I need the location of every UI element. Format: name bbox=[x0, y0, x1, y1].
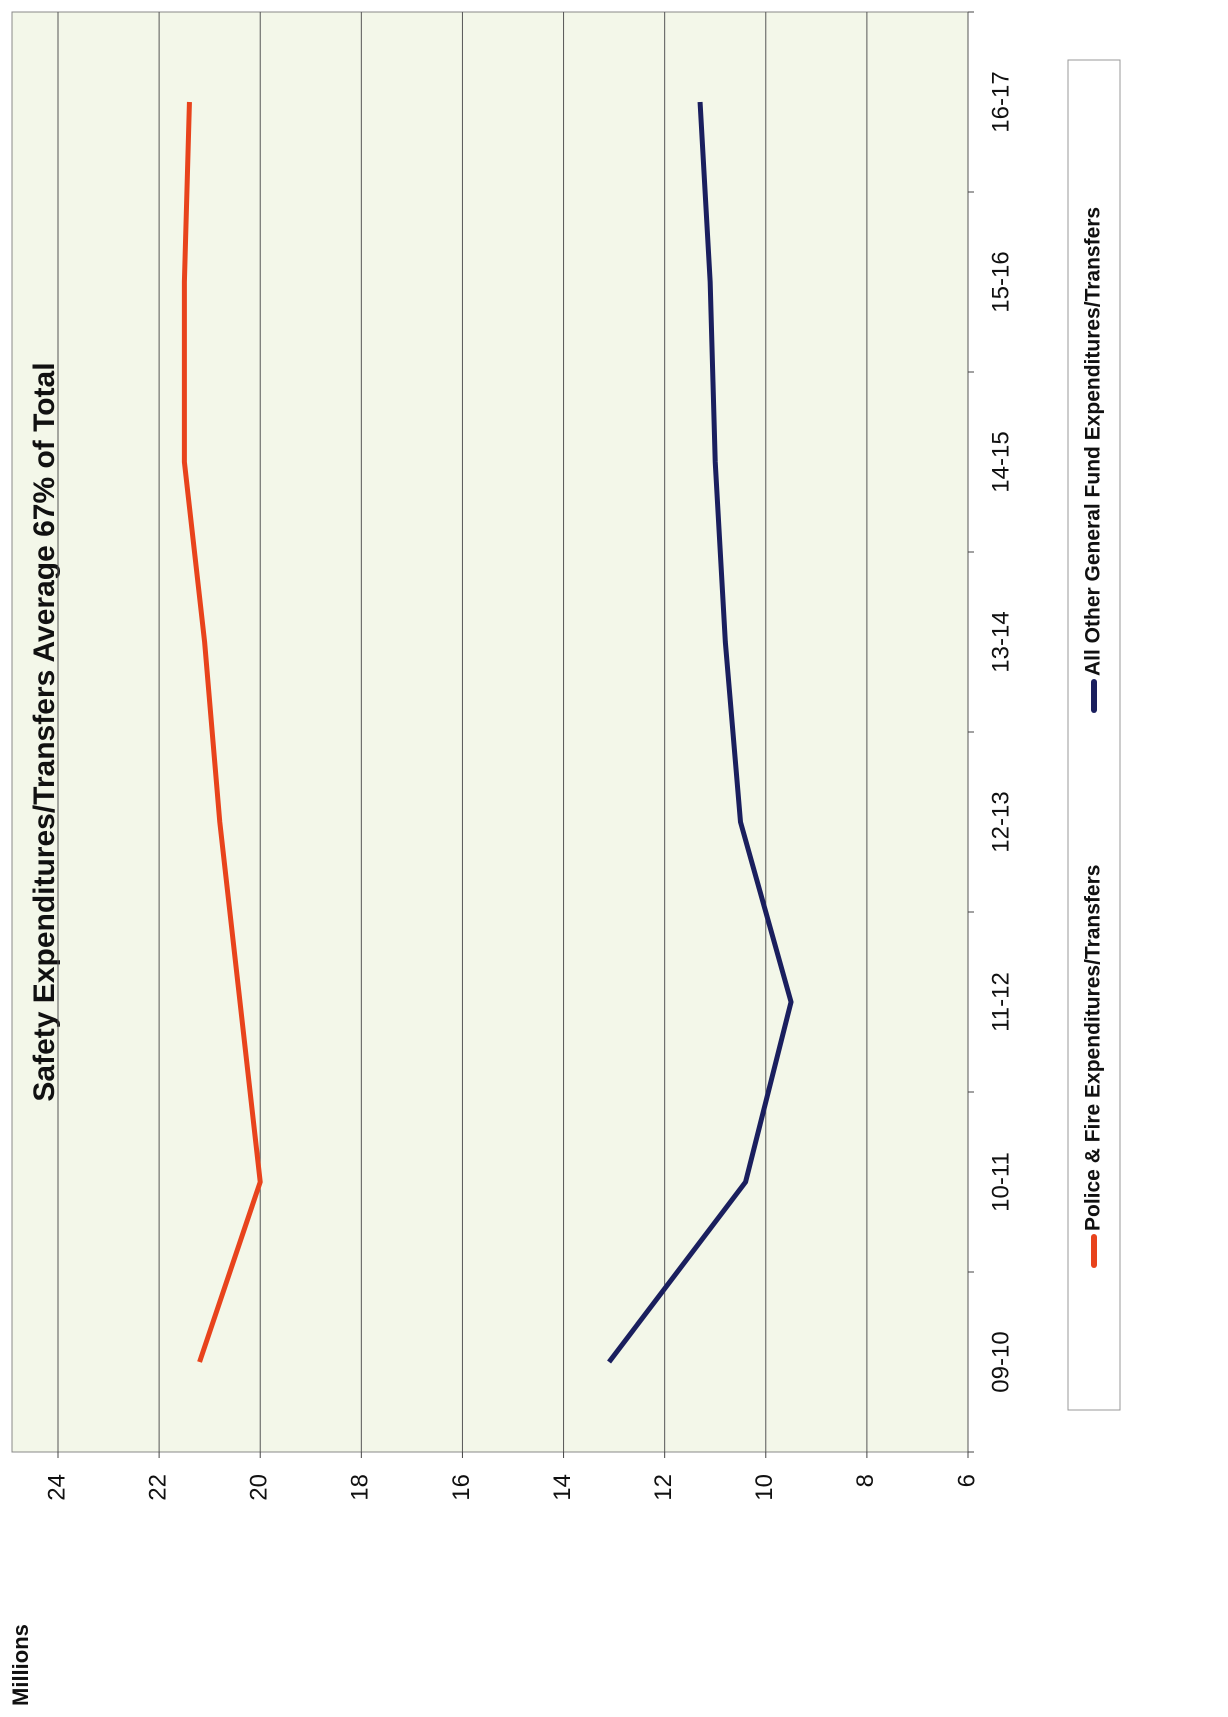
legend-label: All Other General Fund Expenditures/Tran… bbox=[1082, 207, 1105, 676]
y-tick-label: 12 bbox=[650, 1474, 677, 1501]
y-tick-label: 14 bbox=[549, 1474, 576, 1501]
x-tick-label: 15-16 bbox=[987, 251, 1014, 312]
y-tick-label: 18 bbox=[347, 1474, 374, 1501]
chart: Safety Expenditures/Transfers Average 67… bbox=[8, 11, 1121, 1706]
y-tick-label: 10 bbox=[751, 1474, 778, 1501]
x-tick-label: 13-14 bbox=[987, 611, 1014, 672]
x-tick-label: 09-10 bbox=[987, 1331, 1014, 1392]
y-tick-label: 20 bbox=[246, 1474, 273, 1501]
chart-title: Safety Expenditures/Transfers Average 67… bbox=[28, 362, 61, 1101]
x-tick-label: 11-12 bbox=[987, 972, 1014, 1032]
series-line bbox=[181, 101, 263, 1363]
series-line bbox=[607, 101, 794, 1364]
y-tick-label: 6 bbox=[953, 1474, 980, 1487]
x-tick-label: 14-15 bbox=[987, 431, 1014, 492]
x-tick-label: 12-13 bbox=[987, 791, 1014, 852]
y-tick-label: 16 bbox=[448, 1474, 475, 1501]
y-tick-label: 8 bbox=[852, 1474, 879, 1487]
plot-area bbox=[11, 11, 969, 1453]
y-tick-label: 22 bbox=[144, 1474, 171, 1501]
legend-box bbox=[1067, 59, 1121, 1411]
y-axis-label: Millions bbox=[8, 1624, 33, 1706]
y-tick-label: 24 bbox=[43, 1474, 70, 1501]
x-tick-label: 16-17 bbox=[987, 71, 1014, 132]
legend-label: Police & Fire Expenditures/Transfers bbox=[1082, 865, 1105, 1231]
x-tick-label: 10-11 bbox=[987, 1152, 1014, 1212]
